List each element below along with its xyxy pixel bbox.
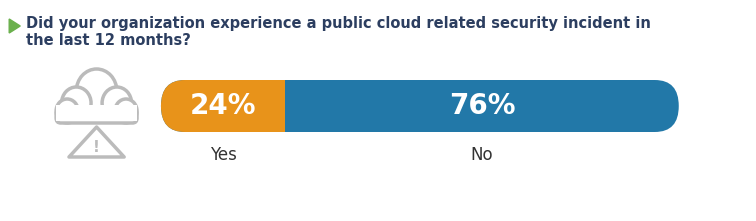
Circle shape [76,69,117,113]
Circle shape [56,99,78,123]
Text: No: No [471,146,494,164]
FancyBboxPatch shape [161,80,309,132]
Text: Did your organization experience a public cloud related security incident in: Did your organization experience a publi… [26,16,651,31]
Circle shape [102,87,132,119]
FancyBboxPatch shape [56,109,137,123]
Text: !: ! [93,139,100,154]
Circle shape [115,99,137,123]
Bar [56,105,137,121]
Circle shape [62,87,91,119]
Text: the last 12 months?: the last 12 months? [26,33,191,48]
Bar [285,80,311,132]
Text: Yes: Yes [209,146,237,164]
Text: 24%: 24% [190,92,256,120]
FancyBboxPatch shape [161,80,679,132]
Polygon shape [9,19,20,33]
Text: 76%: 76% [449,92,516,120]
